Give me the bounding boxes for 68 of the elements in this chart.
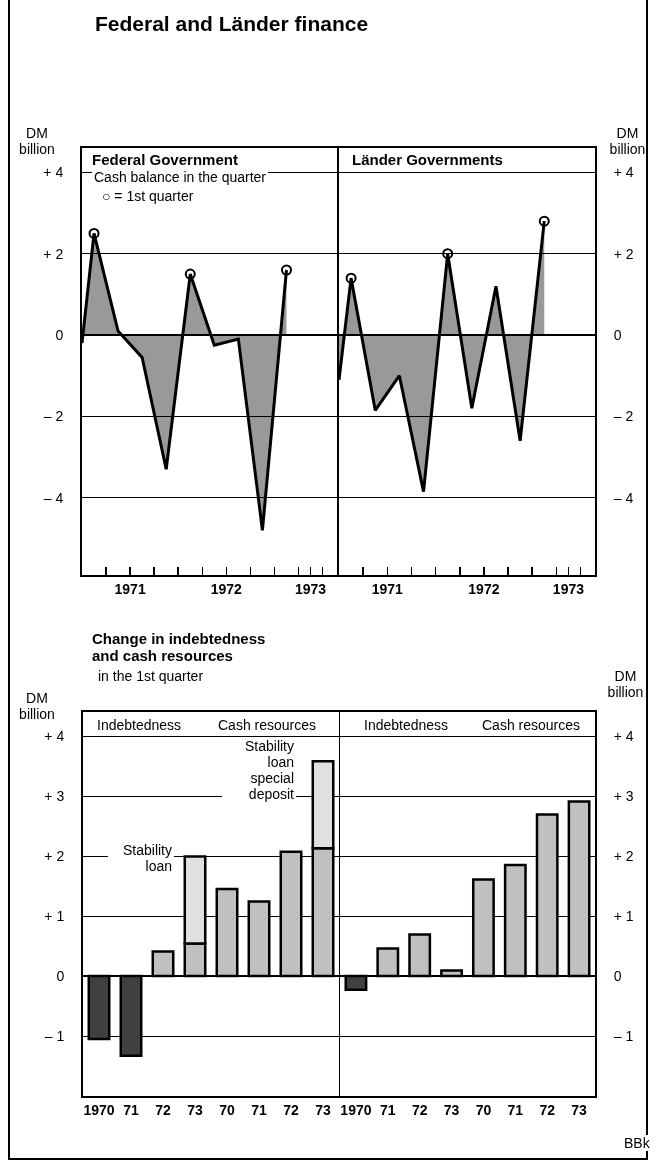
x-tick-label: 71 — [251, 1101, 267, 1118]
x-tick-label: 1972 — [468, 580, 500, 597]
x-tick-label: 73 — [187, 1101, 203, 1118]
annotation: Indebtedness — [362, 717, 451, 734]
x-tick-label: 1970 — [340, 1101, 372, 1118]
y2-tick-label: + 4 — [613, 727, 634, 744]
x-tick-label: 1973 — [552, 580, 585, 597]
annotation: Stability loan — [108, 842, 174, 875]
y2-axis-title: DM billion — [608, 125, 647, 158]
x-tick-label: 1972 — [210, 580, 243, 597]
y2-tick-label: + 3 — [613, 787, 634, 804]
y-tick-label: – 2 — [43, 408, 64, 425]
x-tick-label: 70 — [475, 1101, 492, 1118]
y-tick-label: + 4 — [43, 164, 64, 181]
y-tick-label: 0 — [55, 326, 64, 343]
point — [538, 215, 550, 227]
x-tick-label: 72 — [283, 1101, 299, 1118]
x-tick-label: 1971 — [114, 580, 146, 597]
y-tick-label: 0 — [56, 967, 65, 984]
annotation: Indebtedness — [95, 717, 184, 734]
y2-tick-label: + 4 — [613, 164, 634, 181]
point — [345, 272, 357, 284]
x-tick-label: 72 — [411, 1101, 428, 1118]
y-tick-label: + 2 — [43, 245, 64, 262]
text: BBk — [622, 1135, 652, 1152]
x-tick-label: 1970 — [83, 1101, 115, 1118]
x-tick-label: 1973 — [294, 580, 327, 597]
chart-title: Federal and Länder finance — [95, 12, 369, 37]
annotation: Cash resources — [480, 717, 583, 734]
x-tick-label: 70 — [219, 1101, 235, 1118]
x-tick-label: 72 — [155, 1101, 171, 1118]
y-tick-label: + 1 — [44, 907, 65, 924]
y2-tick-label: + 2 — [613, 847, 634, 864]
x-tick-label: 1971 — [371, 580, 404, 597]
annotation: Cash balance in the quarter — [92, 169, 268, 186]
x-tick-label: 71 — [380, 1101, 396, 1118]
chart-title: Change in indebtedness and cash resources — [92, 630, 267, 665]
y-tick-label: + 4 — [44, 727, 65, 744]
y2-tick-label: 0 — [613, 967, 622, 984]
point — [184, 268, 196, 280]
point — [88, 227, 100, 239]
chart-subtitle: Länder Governments — [352, 151, 503, 169]
x-tick-label: 71 — [507, 1101, 524, 1118]
x-tick-label: 73 — [443, 1101, 460, 1118]
point — [442, 248, 454, 260]
y-tick-label: – 1 — [44, 1027, 65, 1044]
y-axis-title: DM billion — [18, 125, 56, 158]
y-tick-label: + 2 — [44, 847, 65, 864]
y2-tick-label: – 2 — [613, 408, 634, 425]
x-tick-label: 73 — [571, 1101, 588, 1118]
x-tick-label: 73 — [315, 1101, 331, 1118]
chart-subtitle: Federal Government — [92, 151, 238, 169]
chart-subtitle: in the 1st quarter — [98, 668, 204, 685]
y-tick-label: + 3 — [44, 787, 65, 804]
y2-tick-label: 0 — [613, 326, 622, 343]
annotation: Cash resources — [216, 717, 319, 734]
y2-tick-label: – 4 — [613, 489, 634, 506]
y2-tick-label: + 2 — [613, 245, 634, 262]
y2-tick-label: – 1 — [613, 1027, 634, 1044]
x-tick-label: 71 — [123, 1101, 139, 1118]
y2-axis-title: DM billion — [606, 668, 645, 701]
point — [280, 264, 292, 276]
y2-tick-label: + 1 — [613, 907, 634, 924]
y-tick-label: – 4 — [43, 489, 64, 506]
y-axis-title: DM billion — [18, 690, 56, 723]
annotation: Stability loan special deposit — [222, 738, 296, 803]
annotation: ○ = 1st quarter — [100, 188, 196, 205]
x-tick-label: 72 — [539, 1101, 556, 1118]
